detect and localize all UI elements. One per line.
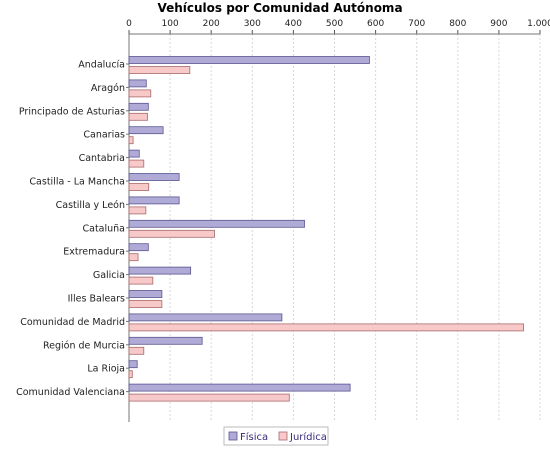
- bar-juridica: [128, 253, 139, 262]
- category-label: La Rioja: [87, 364, 125, 375]
- bar-juridica: [128, 206, 147, 215]
- bar-juridica: [128, 183, 150, 191]
- x-tick-label: 1.000: [527, 19, 550, 29]
- bar-juridica: [128, 229, 215, 238]
- bar-fisica: [128, 219, 305, 228]
- category-label: Cantabria: [79, 153, 125, 164]
- x-tick-label: 400: [285, 19, 302, 29]
- bar-juridica: [128, 89, 152, 98]
- category-label: Castilla y León: [56, 200, 125, 211]
- bar-fisica: [128, 383, 351, 392]
- x-axis: 0 100 200 300 400 500 600 700 800 900 1.000: [126, 19, 550, 422]
- legend-swatch: [228, 431, 238, 441]
- bar-juridica: [128, 393, 290, 402]
- bar-juridica: [128, 159, 145, 168]
- bar-fisica: [128, 290, 163, 298]
- category-label: Canarias: [83, 130, 125, 141]
- bar-juridica: [128, 300, 163, 308]
- legend[interactable]: Física Jurídica: [223, 426, 329, 446]
- x-tick-label: 100: [162, 19, 179, 29]
- bar-fisica: [128, 149, 140, 158]
- legend-label: Física: [240, 431, 268, 443]
- bar-juridica: [128, 136, 134, 145]
- bar-fisica: [128, 243, 149, 252]
- category-label: Región de Murcia: [43, 340, 125, 351]
- bar-fisica: [128, 126, 164, 135]
- category-label: Comunidad Valenciana: [16, 387, 125, 398]
- bar-fisica: [128, 313, 283, 322]
- category-label: Extremadura: [63, 247, 125, 258]
- bar-fisica: [128, 196, 180, 205]
- x-tick-label: 800: [449, 19, 466, 29]
- bar-fisica: [128, 102, 149, 111]
- category-label: Cataluña: [82, 223, 125, 234]
- x-tick-label: 200: [203, 19, 220, 29]
- bar-fisica: [128, 79, 147, 88]
- x-tick-label: 0: [126, 19, 132, 29]
- x-tick-label: 500: [326, 19, 343, 29]
- category-label: Aragón: [91, 83, 125, 94]
- x-tick-label: 700: [408, 19, 425, 29]
- bar-juridica: [128, 370, 133, 379]
- bar-juridica: [128, 66, 191, 74]
- legend-swatch: [278, 431, 288, 441]
- category-label: Castilla - La Mancha: [29, 177, 125, 188]
- category-label: Galicia: [93, 270, 125, 281]
- bar-juridica: [128, 112, 148, 121]
- legend-box: [223, 426, 329, 446]
- x-tick-label: 600: [367, 19, 384, 29]
- bar-fisica: [128, 266, 192, 275]
- bar-juridica: [128, 276, 154, 285]
- category-labels: Andalucía Aragón Principado de Asturias Can…: [16, 60, 125, 399]
- chart-title: Vehículos por Comunidad Autónoma: [157, 1, 402, 15]
- category-label: Illes Balears: [68, 294, 125, 305]
- bar-juridica: [128, 323, 524, 332]
- bar-fisica: [128, 336, 203, 345]
- category-label: Principado de Asturias: [19, 106, 125, 117]
- x-tick-label: 900: [490, 19, 507, 29]
- legend-label: Jurídica: [289, 431, 327, 443]
- x-tick-label: 300: [244, 19, 261, 29]
- bar-fisica: [128, 360, 138, 369]
- bar-fisica: [128, 56, 370, 64]
- grid-lines: [169, 34, 541, 422]
- bar-juridica: [128, 346, 145, 355]
- bar-fisica: [128, 173, 180, 181]
- bars: [128, 56, 524, 402]
- category-label: Andalucía: [78, 60, 125, 71]
- category-label: Comunidad de Madrid: [20, 317, 125, 328]
